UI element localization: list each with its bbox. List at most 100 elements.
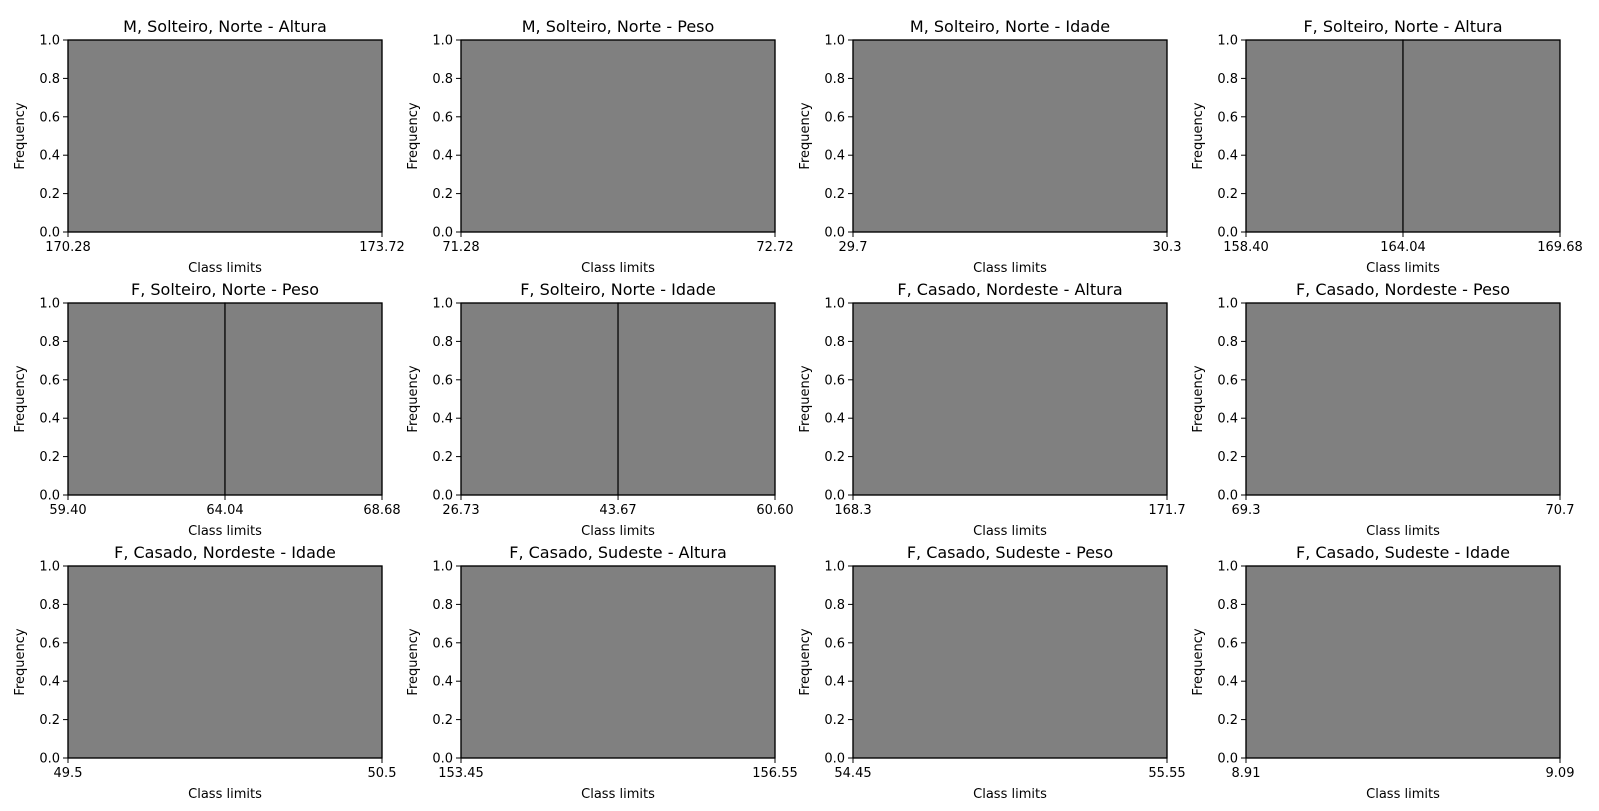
- chart-title: F, Casado, Nordeste - Idade: [114, 543, 336, 562]
- y-tick-label: 1.0: [1217, 560, 1238, 575]
- y-axis-label: Frequency: [13, 365, 28, 432]
- x-tick-label: 55.55: [1148, 766, 1185, 781]
- y-tick-label: 1.0: [1217, 34, 1238, 49]
- y-tick-label: 0.4: [39, 675, 60, 690]
- chart-title: F, Casado, Sudeste - Altura: [509, 543, 727, 562]
- y-tick-label: 0.0: [432, 752, 453, 767]
- y-tick-label: 1.0: [39, 297, 60, 312]
- y-tick-label: 0.8: [39, 598, 60, 613]
- chart-title: F, Solteiro, Norte - Idade: [520, 280, 716, 299]
- x-tick-label: 59.40: [49, 503, 86, 518]
- y-tick-label: 0.6: [432, 373, 453, 388]
- x-axis-label: Class limits: [973, 261, 1047, 276]
- y-tick-label: 0.2: [432, 450, 453, 465]
- y-axis-label: Frequency: [1191, 102, 1206, 169]
- y-tick-label: 1.0: [39, 560, 60, 575]
- x-tick-label: 164.04: [1380, 240, 1426, 255]
- y-tick-label: 0.6: [432, 636, 453, 651]
- y-tick-label: 1.0: [824, 560, 845, 575]
- y-tick-label: 0.4: [432, 675, 453, 690]
- y-tick-label: 0.6: [432, 110, 453, 125]
- x-tick-label: 29.7: [839, 240, 868, 255]
- x-tick-label: 71.28: [442, 240, 479, 255]
- y-tick-label: 0.0: [824, 226, 845, 241]
- y-axis-label: Frequency: [798, 365, 813, 432]
- y-tick-label: 0.0: [1217, 489, 1238, 504]
- y-tick-label: 0.4: [39, 412, 60, 427]
- x-axis-label: Class limits: [973, 787, 1047, 802]
- histogram-bar: [1245, 302, 1561, 496]
- chart-title: M, Solteiro, Norte - Altura: [123, 17, 327, 36]
- y-tick-label: 0.8: [432, 72, 453, 87]
- x-tick-label: 49.5: [54, 766, 83, 781]
- y-axis-label: Frequency: [13, 628, 28, 695]
- x-tick-label: 68.68: [363, 503, 400, 518]
- x-axis-label: Class limits: [973, 524, 1047, 539]
- histogram-bar: [460, 39, 776, 233]
- y-tick-label: 0.4: [39, 149, 60, 164]
- chart-title: F, Casado, Sudeste - Idade: [1296, 543, 1510, 562]
- y-tick-label: 0.4: [432, 149, 453, 164]
- histogram-bar: [460, 302, 619, 496]
- y-tick-label: 0.0: [39, 226, 60, 241]
- axes-frame: [67, 565, 383, 759]
- histogram-bar: [852, 39, 1168, 233]
- y-tick-label: 0.8: [39, 72, 60, 87]
- y-tick-label: 1.0: [39, 34, 60, 49]
- x-tick-label: 9.09: [1546, 766, 1575, 781]
- x-tick-label: 158.40: [1223, 240, 1269, 255]
- chart-title: F, Casado, Nordeste - Peso: [1296, 280, 1510, 299]
- y-tick-label: 0.4: [1217, 412, 1238, 427]
- y-tick-label: 0.8: [824, 598, 845, 613]
- y-tick-label: 0.0: [39, 752, 60, 767]
- y-tick-label: 0.2: [39, 450, 60, 465]
- histogram-panel: 0.0 0.2 0.4 0.6 0.8 1.0 158.40 164.04 169.68 F, S…: [1191, 17, 1583, 276]
- y-tick-label: 0.0: [432, 489, 453, 504]
- y-tick-label: 0.6: [39, 110, 60, 125]
- y-tick-label: 0.0: [39, 489, 60, 504]
- y-axis-label: Frequency: [798, 628, 813, 695]
- histogram-panel: 0.0 0.2 0.4 0.6 0.8 1.0 26.73 43.67 60.60 F, Solt…: [406, 280, 794, 539]
- histogram-panel: 0.0 0.2 0.4 0.6 0.8 1.0 8.91 9.09 F, Casado, Sud…: [1191, 543, 1574, 802]
- y-tick-label: 0.2: [1217, 713, 1238, 728]
- x-tick-label: 60.60: [756, 503, 793, 518]
- y-tick-label: 1.0: [824, 34, 845, 49]
- histogram-panel: 0.0 0.2 0.4 0.6 0.8 1.0 69.3 70.7 F, Casado, Nor…: [1191, 280, 1574, 539]
- y-tick-label: 0.4: [432, 412, 453, 427]
- axes-frame: [460, 39, 776, 233]
- axes-frame: [852, 39, 1168, 233]
- x-tick-label: 168.3: [834, 503, 871, 518]
- axes-frame: [852, 565, 1168, 759]
- x-axis-label: Class limits: [581, 524, 655, 539]
- y-tick-label: 0.0: [824, 489, 845, 504]
- histogram-panel: 0.0 0.2 0.4 0.6 0.8 1.0 29.7 30.3 M, Solteiro, N…: [798, 17, 1181, 276]
- histogram-panel: 0.0 0.2 0.4 0.6 0.8 1.0 71.28 72.72 M, Solteiro,…: [406, 17, 794, 276]
- y-tick-label: 0.8: [824, 72, 845, 87]
- x-axis-label: Class limits: [188, 261, 262, 276]
- histogram-bar: [617, 302, 776, 496]
- y-axis-label: Frequency: [798, 102, 813, 169]
- y-tick-label: 0.4: [824, 675, 845, 690]
- y-axis-label: Frequency: [406, 365, 421, 432]
- y-tick-label: 0.8: [824, 335, 845, 350]
- y-tick-label: 1.0: [432, 297, 453, 312]
- x-tick-label: 50.5: [368, 766, 397, 781]
- y-tick-label: 0.2: [1217, 450, 1238, 465]
- y-tick-label: 0.6: [1217, 636, 1238, 651]
- y-tick-label: 0.6: [1217, 110, 1238, 125]
- y-tick-label: 0.0: [824, 752, 845, 767]
- chart-title: F, Solteiro, Norte - Peso: [131, 280, 319, 299]
- x-tick-label: 30.3: [1153, 240, 1182, 255]
- x-tick-label: 70.7: [1546, 503, 1575, 518]
- x-tick-label: 173.72: [359, 240, 405, 255]
- y-tick-label: 0.4: [1217, 149, 1238, 164]
- y-tick-label: 1.0: [1217, 297, 1238, 312]
- y-tick-label: 0.4: [824, 412, 845, 427]
- histogram-bar: [852, 565, 1168, 759]
- y-tick-label: 0.6: [39, 636, 60, 651]
- y-tick-label: 0.6: [824, 110, 845, 125]
- y-tick-label: 0.6: [1217, 373, 1238, 388]
- histogram-bar: [67, 565, 383, 759]
- y-tick-label: 1.0: [824, 297, 845, 312]
